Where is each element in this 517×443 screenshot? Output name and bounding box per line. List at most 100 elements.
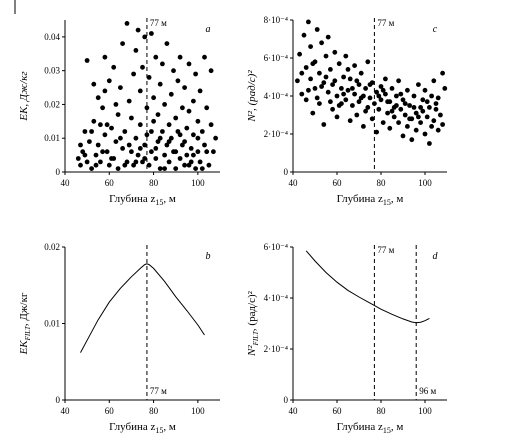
x-tick-label: 40	[289, 406, 299, 416]
data-point	[372, 101, 377, 106]
y-tick-label: 0.01	[44, 319, 60, 329]
data-point	[186, 61, 192, 67]
data-point	[120, 41, 125, 46]
data-point	[171, 68, 176, 74]
data-point	[385, 110, 390, 116]
data-point	[429, 124, 434, 129]
data-point	[173, 149, 179, 155]
data-point	[155, 139, 161, 145]
data-point	[120, 146, 125, 151]
data-point	[199, 129, 205, 134]
data-point	[297, 51, 302, 57]
data-point	[137, 88, 143, 94]
data-point	[376, 93, 382, 99]
data-point	[424, 114, 430, 120]
data-point	[100, 149, 105, 155]
data-point	[330, 106, 335, 112]
data-point	[78, 162, 83, 168]
reference-line-label: 77 м	[150, 18, 167, 28]
data-point	[162, 166, 168, 172]
y-axis-label-main: N²	[246, 345, 258, 357]
data-point	[106, 78, 112, 84]
data-point	[374, 129, 379, 135]
data-point	[314, 27, 320, 32]
data-point	[347, 118, 353, 124]
panel-c-n2-scatter: 40 60 80 100 0 2·10⁻⁴ 4·10⁻⁴ 6·10⁻⁴ 8·10⁻⁴ Глубин…	[246, 15, 448, 207]
data-point	[314, 95, 320, 101]
x-axis-label-unit: , м	[163, 421, 176, 433]
data-point	[149, 31, 154, 36]
data-point	[164, 41, 170, 46]
data-point	[109, 156, 114, 161]
x-tick-label: 80	[149, 178, 159, 188]
x-tick-label: 40	[61, 178, 71, 188]
data-point	[164, 142, 170, 148]
x-axis-label: Глубина z15, м	[337, 193, 404, 207]
data-point	[389, 86, 395, 91]
data-point	[358, 70, 364, 76]
data-point	[93, 152, 99, 158]
data-point	[89, 166, 94, 172]
data-point	[361, 124, 366, 129]
data-point	[153, 54, 159, 60]
data-point	[109, 125, 114, 131]
y-tick-label: 2·10⁻⁴	[264, 129, 288, 139]
data-point	[80, 149, 86, 155]
data-point	[317, 70, 322, 76]
x-axis-label-main: Глубина z	[337, 421, 383, 433]
data-point	[184, 125, 190, 131]
data-point	[102, 132, 108, 138]
data-point	[111, 64, 117, 70]
data-point	[113, 139, 119, 145]
y-tick-label: 0	[284, 395, 289, 405]
data-point	[407, 103, 412, 108]
data-point	[427, 105, 432, 110]
x-tick-label: 60	[105, 406, 115, 416]
y-axis-label: EKFILT, Дж/кг	[18, 292, 32, 355]
data-point	[191, 152, 196, 158]
data-point	[160, 61, 165, 67]
data-point	[177, 54, 183, 60]
data-point	[420, 97, 426, 103]
data-point	[204, 149, 210, 155]
x-tick-label: 60	[105, 178, 115, 188]
data-point	[312, 86, 318, 91]
data-point	[319, 40, 324, 46]
data-point	[84, 159, 90, 165]
data-point	[339, 86, 344, 91]
y-tick-label: 2·10⁻⁴	[264, 344, 288, 354]
data-point	[398, 106, 404, 112]
data-point	[153, 156, 159, 161]
data-point	[433, 106, 439, 112]
data-point	[186, 108, 192, 114]
x-tick-label: 60	[333, 178, 343, 188]
panel-label: b	[206, 251, 211, 262]
data-point	[202, 54, 207, 60]
data-point	[374, 89, 379, 95]
data-point	[325, 34, 331, 40]
x-axis-label-sub: 15	[383, 426, 391, 435]
data-point	[153, 146, 159, 151]
data-point	[330, 82, 335, 87]
data-point	[332, 78, 338, 84]
y-tick-label: 0.02	[44, 99, 60, 109]
data-point	[380, 87, 386, 93]
data-point	[354, 112, 360, 118]
data-point	[336, 61, 342, 67]
data-point	[352, 91, 357, 97]
y-axis-label-unit: , Дж/кг	[18, 292, 30, 326]
data-point	[363, 86, 368, 91]
data-point	[420, 108, 426, 114]
series-line	[305, 250, 430, 324]
data-point	[416, 114, 421, 120]
x-axis-label-sub: 15	[383, 198, 391, 207]
data-point	[380, 120, 386, 125]
panel-label: a	[206, 24, 211, 35]
data-point	[433, 101, 439, 106]
data-point	[113, 102, 119, 107]
x-tick-label: 100	[418, 178, 432, 188]
y-tick-label: 8·10⁻⁴	[264, 15, 288, 25]
data-point	[197, 159, 203, 165]
data-point	[391, 114, 397, 120]
